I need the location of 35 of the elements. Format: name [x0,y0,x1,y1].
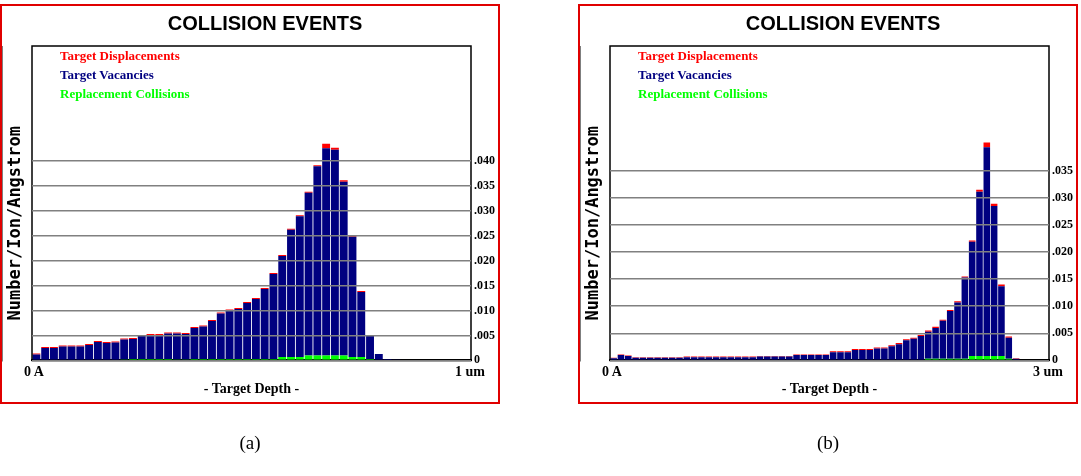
y-tick-label: .030 [474,202,495,217]
y-tick-label: 0 [1052,352,1058,367]
x-axis-title: - Target Depth - [781,381,878,397]
text: Replacement Collisions [638,85,768,101]
y-axis-title: Number/Ion/Angstrom [582,125,603,321]
y-axis-title: Number/Ion/Angstrom [4,125,25,321]
x-axis-title: - Target Depth - [203,381,300,397]
y-tick-label: .015 [1052,271,1073,286]
y-tick-label: .040 [474,152,495,167]
text: Target Vacancies [638,66,732,82]
chart-title: COLLISION EVENTS [167,11,363,34]
y-tick-label: .020 [474,252,495,267]
y-tick-label: .010 [1052,298,1073,313]
chart-title: COLLISION EVENTS [745,11,941,34]
text: 1 um [455,364,485,381]
y-tick-label: .035 [474,177,495,192]
y-tick-label: .015 [474,277,495,292]
text: 3 um [1033,364,1063,381]
text: Target Displacements [60,47,180,63]
text: (b) [815,432,841,454]
y-tick-label: .005 [1052,325,1073,340]
y-tick-label: 0 [474,352,480,367]
y-tick-label: .005 [474,327,495,342]
y-tick-label: .035 [1052,162,1073,177]
text: (a) [238,432,262,454]
text: 0 A [602,364,622,381]
text: Replacement Collisions [60,85,190,101]
text: Target Displacements [638,47,758,63]
y-tick-label: .025 [1052,216,1073,231]
text: 0 A [24,364,44,381]
y-tick-label: .030 [1052,189,1073,204]
y-tick-label: .020 [1052,244,1073,259]
y-tick-label: .025 [474,227,495,242]
text: Target Vacancies [60,66,154,82]
y-tick-label: .010 [474,302,495,317]
